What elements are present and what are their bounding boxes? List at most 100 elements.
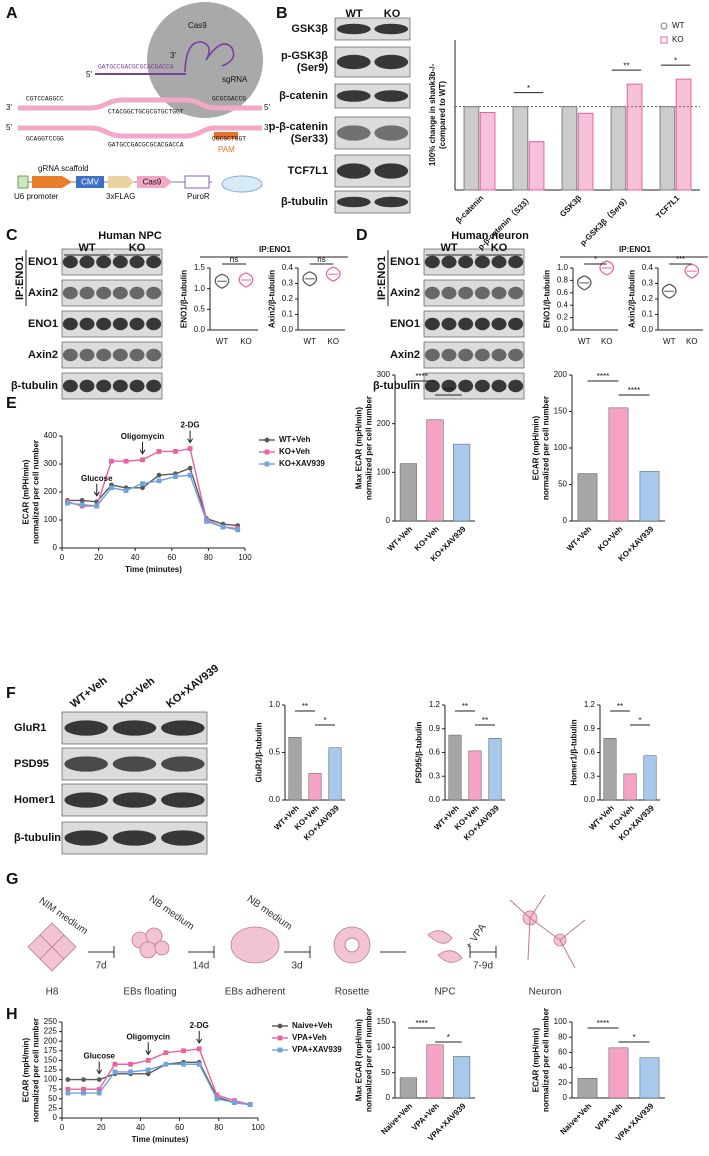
blot-band (458, 379, 474, 393)
lane-label: KO (491, 242, 508, 254)
significance-label: *** (676, 255, 685, 264)
blot-band (96, 379, 112, 393)
duration: 3d (291, 961, 302, 972)
y-tick-label: 0.6 (429, 748, 441, 757)
blot-band (146, 379, 162, 393)
significance-label: ** (302, 702, 308, 711)
x-tick-label: WT (304, 337, 317, 346)
bar (675, 78, 692, 191)
significance-label: * (594, 255, 597, 264)
y-axis-label: (compared to WT) (438, 81, 447, 149)
y-tick-label: 0.0 (269, 795, 281, 804)
x-tick-label: 80 (204, 553, 213, 562)
significance-label: * (447, 1033, 450, 1042)
y-tick-label: 0.9 (429, 724, 441, 733)
x-tick-label: p-GSK3β（Ser9） (578, 193, 633, 248)
marker (112, 1061, 118, 1067)
rosette-lumen (344, 937, 360, 953)
pam-box (214, 132, 238, 139)
y-tick-label: 25 (48, 1104, 57, 1113)
y-axis-label: normalized per cell number (365, 1008, 374, 1112)
medium-label: NB medium (147, 894, 196, 933)
y-axis-label: ENO1/β-tubulin (543, 270, 552, 328)
marker (247, 1102, 253, 1107)
bar (608, 407, 629, 522)
marker (156, 478, 162, 484)
y-axis-label: Max ECAR (mpH/min) (355, 407, 364, 490)
duration: 14d (193, 961, 210, 972)
chart-header: IP:ENO1 (619, 245, 652, 254)
marker (65, 500, 70, 506)
construct-label: U6 promoter (14, 192, 59, 201)
cas9-label: Cas9 (188, 21, 207, 30)
y-tick-label: 0.4 (642, 263, 654, 272)
blot-band (491, 286, 507, 300)
x-tick-label: Naive+Veh (559, 1101, 594, 1136)
y-tick-label: 40 (558, 1063, 567, 1072)
npc-cells (427, 930, 463, 963)
blot-band (112, 255, 128, 269)
strand-end: 5' (86, 70, 92, 79)
lane-label: KO+Veh (116, 675, 157, 711)
blot-band (79, 379, 95, 393)
bar (479, 112, 496, 191)
blot-band (374, 90, 409, 102)
significance-label: ** (462, 702, 468, 711)
lane-label: KO+XAV939 (164, 662, 221, 710)
timeline (469, 946, 497, 958)
blot-label: Axin2 (390, 287, 420, 299)
blot-label: p-GSK3β (281, 50, 328, 62)
ip-label: IP:ENO1 (376, 256, 388, 300)
y-tick-label: 400 (44, 431, 58, 440)
stage-label: EBs adherent (225, 987, 286, 998)
blot-label: ENO1 (28, 318, 58, 330)
y-tick-label: 100 (554, 443, 568, 452)
blot-band (336, 196, 371, 208)
bar (399, 1077, 417, 1099)
y-tick-label: 1.2 (584, 700, 596, 709)
blot-band (146, 286, 162, 300)
blot-band (508, 286, 524, 300)
y-tick-label: 200 (44, 487, 58, 496)
construct-label: 3xFLAG (106, 192, 135, 201)
bar (448, 734, 462, 801)
blot-label: β-tubulin (373, 380, 420, 392)
blot-band (508, 348, 524, 362)
marker (96, 1077, 102, 1082)
bar (623, 773, 637, 801)
blot-label: (Ser9) (297, 62, 329, 74)
y-tick-label: 0 (386, 1093, 391, 1102)
legend-label: KO (672, 35, 684, 44)
x-tick-label: 40 (136, 1123, 145, 1132)
scaffold-box (17, 175, 29, 189)
crispr-diagram: Cas9 sgRNA GATGCCGACGCGCACGACCA 3' 5' 3'… (6, 2, 270, 201)
panel-letter: D (356, 227, 368, 244)
marker (173, 474, 178, 479)
significance-label: * (638, 716, 641, 725)
lane-label: WT (440, 242, 457, 254)
x-tick-label: 20 (97, 1123, 106, 1132)
blot-band (424, 348, 440, 362)
blot-band (374, 54, 409, 70)
blot-band (491, 317, 507, 331)
x-tick-label: KO+Veh (596, 524, 624, 552)
bar (468, 750, 482, 801)
strand-end: 5' (264, 103, 270, 112)
blot-band (424, 379, 440, 393)
blot-band (424, 317, 440, 331)
x-tick-label: KO (601, 337, 613, 346)
blot-band (112, 348, 128, 362)
puror-box (184, 175, 210, 189)
pam-label: PAM (218, 145, 235, 154)
y-axis-label: ENO1/β-tubulin (180, 270, 189, 328)
significance-label: * (527, 84, 530, 93)
marker (81, 1090, 86, 1096)
marker (65, 1077, 71, 1082)
y-axis-label: normalized per cell number (32, 1018, 41, 1122)
y-tick-label: 0 (563, 516, 568, 525)
marker (145, 1067, 151, 1073)
panel-letter: H (6, 1006, 18, 1023)
bar (577, 473, 598, 522)
significance-label: ** (623, 61, 629, 70)
significance-label: *** (444, 386, 453, 395)
